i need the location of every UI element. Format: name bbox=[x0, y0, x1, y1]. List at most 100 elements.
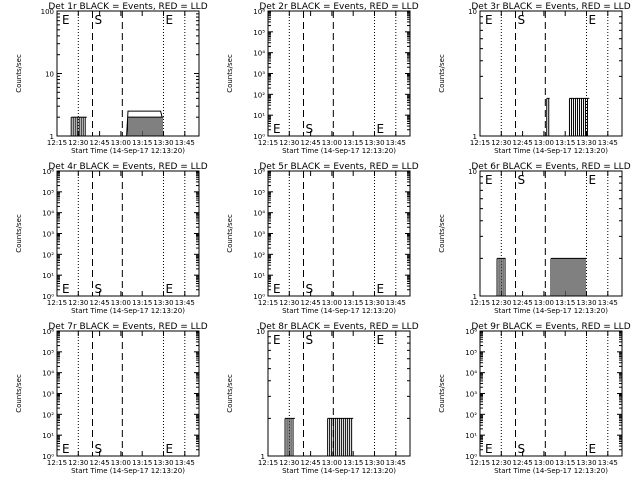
y-tick-label: 10⁴ bbox=[465, 370, 477, 378]
plot-frame bbox=[479, 10, 623, 137]
x-tick-label: 13:30 bbox=[576, 459, 596, 467]
chart-title: Det 8r BLACK = Events, RED = LLD bbox=[259, 322, 418, 332]
x-tick-label: 12:30 bbox=[491, 459, 511, 467]
x-tick-label: 12:45 bbox=[90, 459, 110, 467]
y-tick-label: 10¹ bbox=[253, 272, 265, 280]
y-tick-label: 10⁶ bbox=[253, 8, 265, 16]
start-marker: S bbox=[306, 333, 314, 347]
end-marker: E bbox=[589, 13, 597, 27]
y-tick-label: 10 bbox=[468, 168, 477, 176]
x-tick-label: 13:00 bbox=[322, 299, 342, 307]
event-outline bbox=[126, 110, 163, 137]
chart-title: Det 9r BLACK = Events, RED = LLD bbox=[471, 322, 630, 332]
y-tick-label: 10⁴ bbox=[253, 50, 265, 58]
x-axis-label: Start Time (14-Sep-17 12:13:20) bbox=[71, 147, 185, 155]
x-tick-label: 12:30 bbox=[279, 459, 299, 467]
x-tick-label: 13:15 bbox=[343, 299, 363, 307]
x-tick-label: 13:45 bbox=[598, 299, 618, 307]
y-axis-label: Counts/sec bbox=[226, 374, 234, 413]
x-tick-label: 12:45 bbox=[513, 139, 533, 147]
x-tick-label: 12:30 bbox=[68, 299, 88, 307]
y-tick-label: 100 bbox=[41, 8, 54, 16]
x-tick-label: 13:00 bbox=[322, 459, 342, 467]
x-tick-label: 13:15 bbox=[132, 459, 152, 467]
y-tick-label: 10² bbox=[253, 91, 265, 99]
end-marker: E bbox=[485, 13, 493, 27]
end-marker: E bbox=[166, 442, 174, 456]
y-axis-label: Counts/sec bbox=[15, 214, 23, 253]
y-tick-label: 1 bbox=[473, 293, 477, 301]
end-marker: E bbox=[589, 173, 597, 187]
chart-title: Det 3r BLACK = Events, RED = LLD bbox=[471, 2, 630, 12]
x-tick-label: 13:15 bbox=[555, 459, 575, 467]
x-axis-label: Start Time (14-Sep-17 12:13:20) bbox=[494, 147, 608, 155]
x-tick-label: 12:30 bbox=[491, 139, 511, 147]
end-marker: E bbox=[166, 282, 174, 296]
x-tick-label: 13:00 bbox=[322, 139, 342, 147]
chart-panel: Det 3r BLACK = Events, RED = LLD Counts/s… bbox=[438, 2, 631, 155]
end-marker: E bbox=[273, 333, 281, 347]
x-tick-label: 12:45 bbox=[513, 459, 533, 467]
y-tick-label: 10⁶ bbox=[42, 328, 54, 336]
start-marker: S bbox=[518, 13, 526, 27]
x-tick-label: 13:15 bbox=[555, 299, 575, 307]
y-tick-label: 1 bbox=[50, 133, 54, 141]
chart-panel: Det 8r BLACK = Events, RED = LLD Counts/s… bbox=[226, 322, 419, 475]
x-tick-label: 13:30 bbox=[364, 139, 384, 147]
y-tick-label: 10⁴ bbox=[253, 210, 265, 218]
x-tick-label: 13:45 bbox=[386, 139, 406, 147]
start-marker: S bbox=[306, 122, 314, 136]
start-marker: S bbox=[95, 13, 103, 27]
y-axis-label: Counts/sec bbox=[15, 54, 23, 93]
x-tick-label: 13:00 bbox=[534, 139, 554, 147]
end-marker: E bbox=[273, 282, 281, 296]
x-tick-label: 13:45 bbox=[175, 139, 195, 147]
x-tick-label: 13:00 bbox=[534, 299, 554, 307]
end-marker: E bbox=[377, 333, 385, 347]
x-tick-label: 12:15 bbox=[47, 459, 67, 467]
y-tick-label: 1 bbox=[261, 453, 265, 461]
x-tick-label: 12:15 bbox=[470, 459, 490, 467]
y-tick-label: 10² bbox=[42, 251, 54, 259]
y-tick-label: 10³ bbox=[253, 231, 265, 239]
y-tick-label: 10² bbox=[465, 411, 477, 419]
y-tick-label: 10⁰ bbox=[465, 453, 477, 461]
y-tick-label: 10⁴ bbox=[42, 210, 54, 218]
x-tick-label: 13:15 bbox=[132, 299, 152, 307]
y-tick-label: 1 bbox=[473, 133, 477, 141]
x-tick-label: 13:30 bbox=[153, 139, 173, 147]
chart-panel: Det 2r BLACK = Events, RED = LLD Counts/s… bbox=[226, 2, 419, 155]
x-tick-label: 13:45 bbox=[598, 459, 618, 467]
x-tick-label: 12:45 bbox=[90, 139, 110, 147]
x-tick-label: 12:15 bbox=[258, 299, 278, 307]
chart-title: Det 5r BLACK = Events, RED = LLD bbox=[259, 162, 418, 172]
start-marker: S bbox=[518, 173, 526, 187]
start-marker: S bbox=[95, 282, 103, 296]
chart-panel: Det 1r BLACK = Events, RED = LLD Counts/s… bbox=[15, 2, 208, 155]
y-tick-label: 10³ bbox=[42, 231, 54, 239]
y-tick-label: 10⁵ bbox=[465, 349, 477, 357]
x-tick-label: 12:45 bbox=[90, 299, 110, 307]
x-tick-label: 13:30 bbox=[576, 139, 596, 147]
x-tick-label: 12:15 bbox=[258, 139, 278, 147]
chart-panel: Det 7r BLACK = Events, RED = LLD Counts/s… bbox=[15, 322, 208, 475]
y-tick-label: 10⁰ bbox=[253, 293, 265, 301]
end-marker: E bbox=[166, 13, 174, 27]
end-marker: E bbox=[62, 282, 70, 296]
x-tick-label: 12:45 bbox=[301, 459, 321, 467]
x-tick-label: 13:30 bbox=[576, 299, 596, 307]
y-axis-label: Counts/sec bbox=[15, 374, 23, 413]
chart-panel: Det 4r BLACK = Events, RED = LLD Counts/s… bbox=[15, 162, 208, 315]
start-marker: S bbox=[306, 282, 314, 296]
x-tick-label: 13:00 bbox=[111, 459, 131, 467]
y-tick-label: 10¹ bbox=[253, 112, 265, 120]
x-tick-label: 12:30 bbox=[279, 299, 299, 307]
x-tick-label: 12:30 bbox=[68, 139, 88, 147]
y-axis-label: Counts/sec bbox=[438, 54, 446, 93]
x-tick-label: 13:45 bbox=[598, 139, 618, 147]
chart-panel: Det 6r BLACK = Events, RED = LLD Counts/s… bbox=[438, 162, 631, 315]
chart-title: Det 7r BLACK = Events, RED = LLD bbox=[48, 322, 207, 332]
x-tick-label: 12:45 bbox=[301, 299, 321, 307]
end-marker: E bbox=[62, 13, 70, 27]
